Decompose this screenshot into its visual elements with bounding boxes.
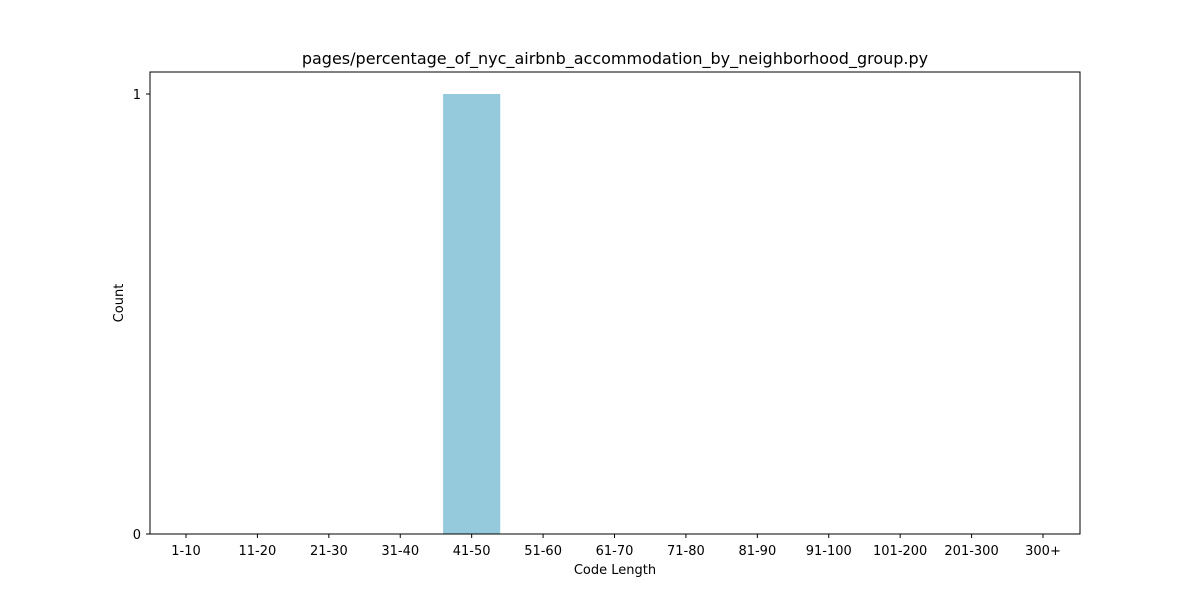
plot-frame	[149, 71, 1081, 535]
y-axis-label: Count	[112, 284, 127, 323]
y-tick-label: 0	[133, 528, 141, 543]
bar-41-50	[443, 94, 501, 534]
x-tick-label: 201-300	[944, 544, 998, 559]
x-tick-label: 101-200	[873, 544, 927, 559]
x-tick-label: 81-90	[738, 544, 776, 559]
x-tick-label: 61-70	[596, 544, 634, 559]
x-tick-label: 21-30	[310, 544, 348, 559]
x-tick-label: 11-20	[239, 544, 277, 559]
bars-layer	[443, 94, 501, 534]
y-tick-label: 1	[133, 88, 141, 103]
x-tick-label: 31-40	[381, 544, 419, 559]
x-axis-ticks: 1-10 11-20 21-30 31-40 41-50 51-60 61-70 71-80 8…	[171, 534, 1061, 559]
x-tick-label: 51-60	[524, 544, 562, 559]
x-tick-label: 71-80	[667, 544, 705, 559]
y-axis-ticks: 01	[133, 88, 150, 543]
x-axis-label: Code Length	[574, 563, 656, 578]
chart-title: pages/percentage_of_nyc_airbnb_accommoda…	[302, 49, 928, 69]
x-tick-label: 300+	[1025, 544, 1061, 559]
x-tick-label: 91-100	[806, 544, 852, 559]
x-tick-label: 1-10	[171, 544, 201, 559]
x-tick-label: 41-50	[453, 544, 491, 559]
